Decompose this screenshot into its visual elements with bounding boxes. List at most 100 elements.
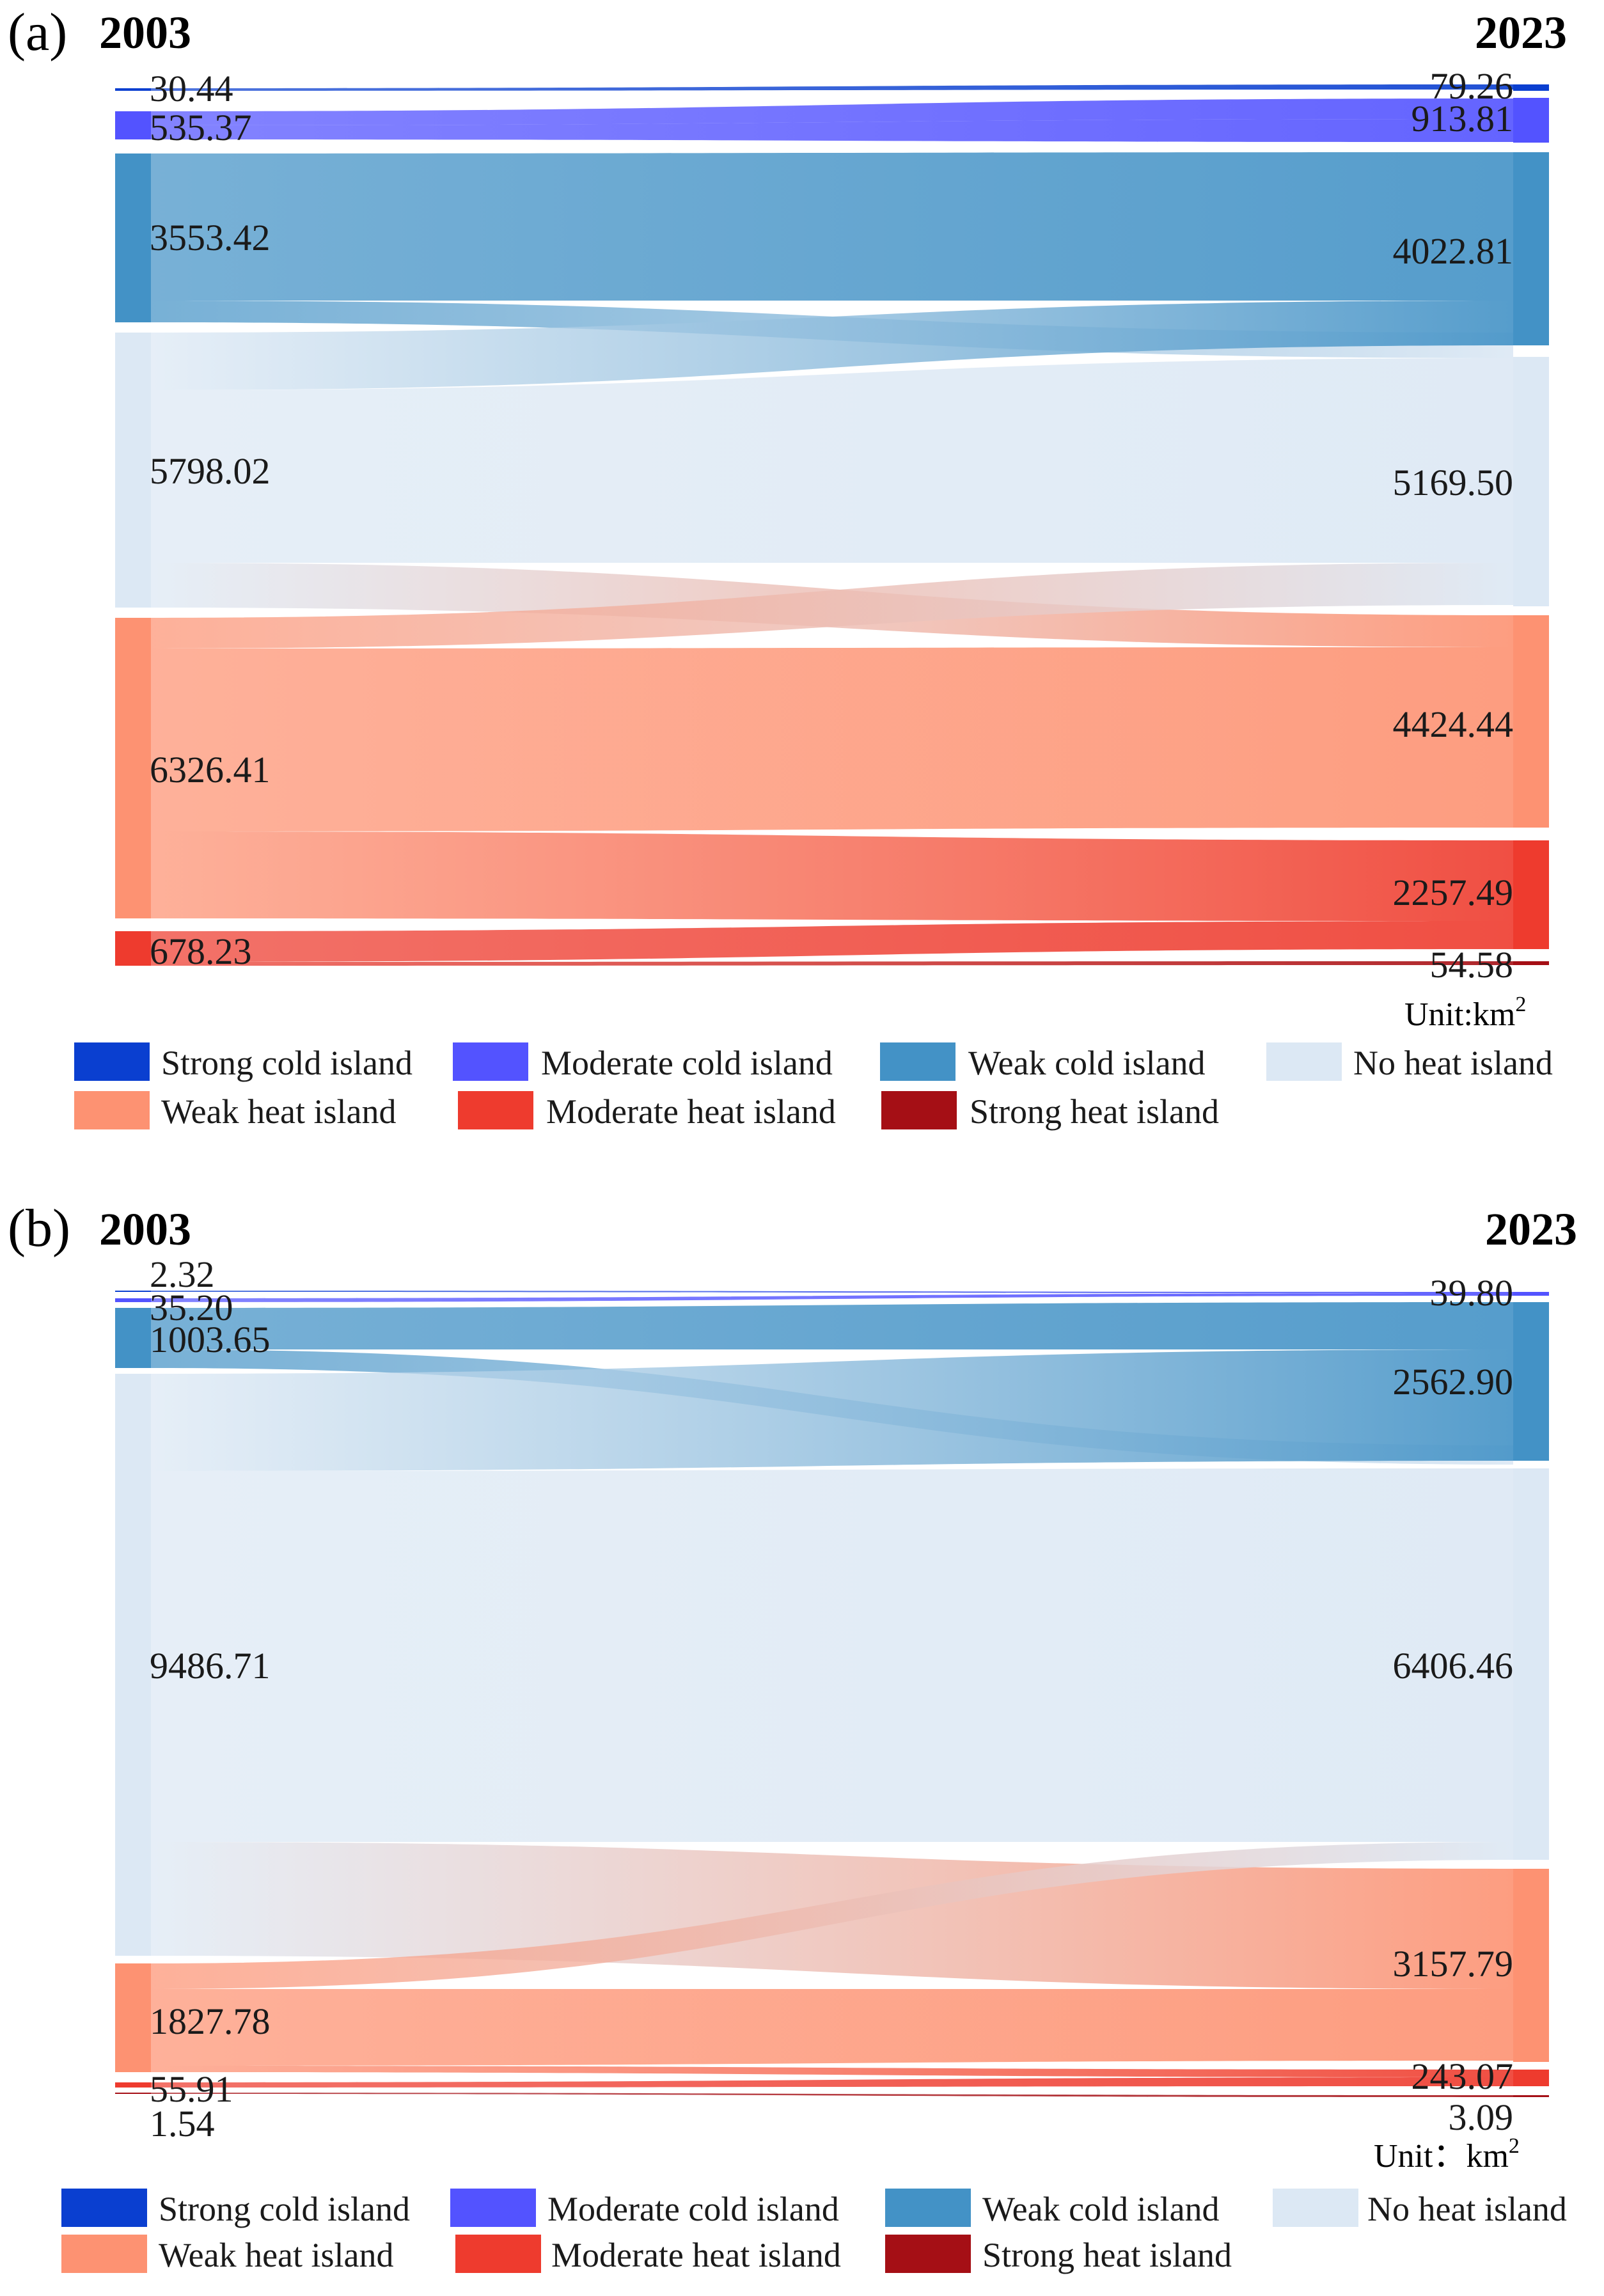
- legend-a-swatch-weak-cold: [880, 1042, 955, 1081]
- flow-a-weak-cold-to-weak-cold: [151, 152, 1513, 301]
- flow-a-weak-heat-to-moderate-heat: [151, 831, 1513, 921]
- node-b-right-no-heat: [1513, 1468, 1549, 1860]
- node-b-right-weak-heat: [1513, 1869, 1549, 2062]
- node-b-left-moderate-heat: [115, 2082, 151, 2088]
- legend-a-swatch-weak-heat: [74, 1091, 150, 1129]
- panel-a-right-values: 79.26 913.81 4022.81 5169.50 4424.44 225…: [1393, 65, 1514, 986]
- node-a-left-strong-cold: [115, 88, 151, 91]
- value-a-left-no-heat: 5798.02: [150, 450, 271, 492]
- node-a-left-weak-heat: [115, 618, 151, 918]
- legend-a-swatch-no-heat: [1266, 1042, 1342, 1081]
- legend-b-swatch-moderate-heat: [455, 2235, 541, 2273]
- value-b-right-moderate-cold: 39.80: [1430, 1272, 1514, 1314]
- legend-a-weak-cold: Weak cold island: [968, 1044, 1206, 1082]
- panel-a-legend: Strong cold island Moderate cold island …: [74, 1042, 1553, 1131]
- panel-b-left-nodes: [115, 1291, 151, 2094]
- value-b-left-strong-heat: 1.54: [150, 2103, 215, 2144]
- value-b-right-no-heat: 6406.46: [1393, 1645, 1514, 1687]
- legend-a-strong-cold: Strong cold island: [161, 1044, 413, 1082]
- node-a-right-strong-cold: [1513, 84, 1549, 91]
- legend-b-swatch-strong-cold: [61, 2189, 147, 2227]
- node-b-right-moderate-heat: [1513, 2070, 1549, 2086]
- value-a-left-moderate-heat: 678.23: [150, 931, 252, 972]
- panel-b-flows: [151, 1291, 1513, 2097]
- legend-b-swatch-strong-heat: [885, 2235, 971, 2273]
- node-a-left-moderate-cold: [115, 111, 151, 139]
- value-a-right-weak-heat: 4424.44: [1393, 704, 1514, 745]
- value-b-left-weak-cold: 1003.65: [150, 1319, 271, 1360]
- legend-b-strong-cold: Strong cold island: [159, 2190, 410, 2228]
- node-b-left-no-heat: [115, 1374, 151, 1956]
- panel-b: (b) 2003 2023 2.32 35.20 1003.65 9486.71: [8, 1199, 1577, 2274]
- value-a-right-weak-cold: 4022.81: [1393, 230, 1514, 272]
- panel-a-label: (a): [8, 3, 67, 62]
- node-b-left-weak-cold: [115, 1308, 151, 1368]
- legend-b-weak-heat: Weak heat island: [159, 2236, 394, 2274]
- legend-a-swatch-moderate-cold: [453, 1042, 528, 1081]
- flow-b-no-heat-to-weak-cold: [151, 1349, 1513, 1471]
- flow-a-moderate-heat-to-moderate-heat: [151, 921, 1513, 962]
- flow-b-moderate-heat-to-moderate-heat: [151, 2077, 1513, 2088]
- flow-a-strong-cold-to-strong-cold: [151, 84, 1513, 91]
- flow-a-moderate-heat-to-strong-heat: [151, 961, 1513, 966]
- flow-b-weak-heat-to-no-heat: [151, 1842, 1513, 1989]
- legend-a-swatch-moderate-heat: [458, 1091, 533, 1129]
- value-b-left-moderate-cold: 35.20: [150, 1287, 233, 1328]
- node-b-right-strong-heat: [1513, 2095, 1549, 2097]
- flow-a-moderate-cold-to-moderate-cold: [151, 119, 1513, 142]
- node-a-left-no-heat: [115, 333, 151, 608]
- value-a-right-strong-cold: 79.26: [1430, 65, 1514, 107]
- panel-a: (a) 2003 2023 30.44 535.37 3553.42 5798.…: [8, 3, 1567, 1131]
- value-a-left-weak-cold: 3553.42: [150, 217, 271, 258]
- value-b-right-weak-cold: 2562.90: [1393, 1361, 1514, 1403]
- node-a-right-weak-cold: [1513, 152, 1549, 345]
- panel-a-right-nodes: [1513, 84, 1549, 965]
- panel-b-left-values: 2.32 35.20 1003.65 9486.71 1827.78 55.91…: [150, 1254, 271, 2144]
- panel-a-right-year: 2023: [1475, 7, 1567, 58]
- value-b-left-weak-heat: 1827.78: [150, 2001, 271, 2042]
- panel-b-unit: Unit：km2: [1374, 2134, 1520, 2174]
- legend-a-no-heat: No heat island: [1353, 1044, 1553, 1082]
- legend-a-strong-heat: Strong heat island: [970, 1092, 1219, 1131]
- value-a-right-moderate-heat: 2257.49: [1393, 872, 1514, 913]
- legend-b-moderate-cold: Moderate cold island: [547, 2190, 839, 2228]
- legend-a-weak-heat: Weak heat island: [161, 1092, 397, 1131]
- value-b-right-weak-heat: 3157.79: [1393, 1943, 1514, 1985]
- legend-a-swatch-strong-heat: [881, 1091, 957, 1129]
- panel-a-left-nodes: [115, 88, 151, 966]
- panel-a-flows: [151, 84, 1513, 966]
- node-a-left-weak-cold: [115, 153, 151, 322]
- legend-b-strong-heat: Strong heat island: [982, 2236, 1232, 2274]
- panel-b-legend: Strong cold island Moderate cold island …: [61, 2189, 1567, 2274]
- node-a-right-moderate-cold: [1513, 98, 1549, 143]
- panel-b-right-year: 2023: [1485, 1204, 1577, 1255]
- value-a-right-moderate-cold: 913.81: [1411, 98, 1514, 139]
- node-b-left-strong-cold: [115, 1291, 151, 1292]
- value-b-left-no-heat: 9486.71: [150, 1645, 271, 1687]
- panel-b-label: (b): [8, 1199, 70, 1258]
- flow-a-moderate-cold-to-moderate-cold: [151, 98, 1513, 125]
- legend-b-moderate-heat: Moderate heat island: [551, 2236, 841, 2274]
- legend-a-moderate-heat: Moderate heat island: [546, 1092, 836, 1131]
- node-a-right-moderate-heat: [1513, 840, 1549, 949]
- flow-b-strong-cold-to-moderate-cold: [151, 1291, 1513, 1293]
- value-b-right-moderate-heat: 243.07: [1411, 2056, 1514, 2097]
- flow-b-weak-heat-to-weak-heat: [151, 1989, 1513, 2066]
- flow-a-no-heat-to-no-heat: [151, 358, 1513, 563]
- value-a-right-strong-heat: 54.58: [1430, 944, 1514, 986]
- value-a-left-moderate-cold: 535.37: [150, 107, 252, 148]
- panel-a-left-values: 30.44 535.37 3553.42 5798.02 6326.41 678…: [150, 68, 271, 972]
- flow-a-no-heat-to-weak-cold: [151, 301, 1513, 390]
- node-a-right-strong-heat: [1513, 961, 1549, 965]
- value-b-left-strong-cold: 2.32: [150, 1254, 215, 1295]
- flow-b-no-heat-to-no-heat: [151, 1468, 1513, 1842]
- legend-b-swatch-moderate-cold: [450, 2189, 536, 2227]
- legend-a-swatch-strong-cold: [74, 1042, 150, 1081]
- legend-b-swatch-weak-cold: [885, 2189, 971, 2227]
- flow-a-weak-heat-to-weak-heat: [151, 647, 1513, 831]
- node-b-left-moderate-cold: [115, 1298, 151, 1302]
- legend-b-swatch-weak-heat: [61, 2235, 147, 2273]
- flow-b-strong-heat-to-strong-heat: [151, 2093, 1513, 2097]
- panel-b-right-nodes: [1513, 1292, 1549, 2097]
